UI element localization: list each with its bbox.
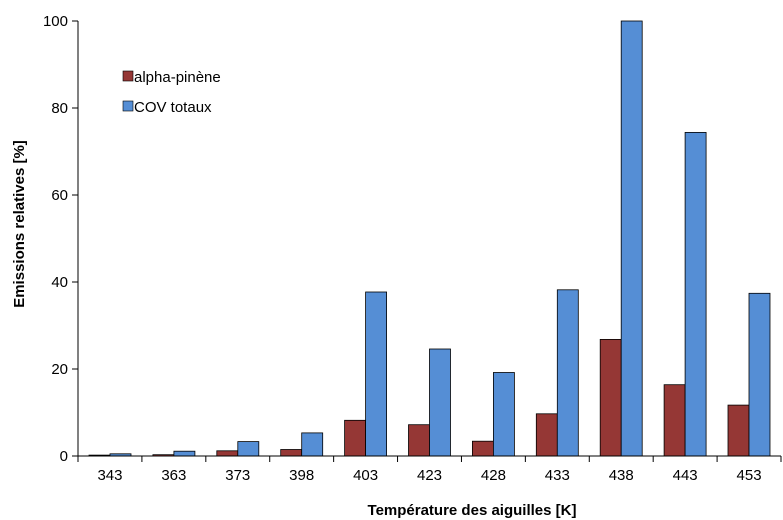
legend-swatch-alpha-pinene	[122, 70, 134, 82]
y-tick-label-60: 60	[51, 187, 68, 204]
bar-alpha-pin-ne-453	[727, 404, 750, 457]
y-tick-label-20: 20	[51, 361, 68, 378]
bar-alpha-pin-ne-398	[280, 449, 303, 457]
x-tick-label-423: 423	[417, 467, 442, 484]
bar-cov-totaux-423	[429, 348, 451, 457]
bar-alpha-pin-ne-433	[535, 413, 558, 457]
legend-label-cov-totaux: COV totaux	[134, 99, 212, 116]
y-tick-label-0: 0	[60, 448, 68, 465]
x-tick-label-433: 433	[545, 467, 570, 484]
axes-layer	[77, 21, 781, 457]
y-tick-label-100: 100	[43, 13, 68, 30]
bar-alpha-pin-ne-443	[663, 384, 686, 457]
x-tick-label-453: 453	[737, 467, 762, 484]
bar-cov-totaux-443	[684, 131, 707, 457]
ticks-layer: 0 20 40 60 80 100 343 363 373 398 403 423 428 433 438 4…	[43, 13, 782, 484]
bar-cov-totaux-373	[237, 441, 260, 457]
bar-cov-totaux-403	[365, 291, 388, 457]
bar-cov-totaux-398	[301, 432, 324, 457]
bars-layer	[88, 20, 771, 457]
bar-cov-totaux-363	[173, 450, 196, 457]
x-tick-label-398: 398	[289, 467, 314, 484]
bar-alpha-pin-ne-403	[344, 419, 367, 457]
bar-alpha-pin-ne-438	[599, 338, 622, 457]
bar-cov-totaux-433	[556, 289, 579, 457]
legend: alpha-pinène COV totaux	[122, 69, 221, 116]
x-tick-label-438: 438	[609, 467, 634, 484]
legend-label-alpha-pinene: alpha-pinène	[134, 69, 221, 86]
bar-cov-totaux-453	[748, 292, 771, 457]
x-tick-label-403: 403	[353, 467, 378, 484]
bar-alpha-pin-ne-373	[216, 450, 239, 457]
bar-cov-totaux-428	[492, 372, 515, 457]
x-tick-label-343: 343	[97, 467, 122, 484]
bar-cov-totaux-438	[620, 20, 643, 457]
x-axis-title: Température des aiguilles [K]	[368, 502, 577, 519]
x-tick-label-373: 373	[225, 467, 250, 484]
bar-alpha-pin-ne-428	[471, 440, 494, 457]
x-tick-label-363: 363	[161, 467, 186, 484]
y-axis-title: Emissions relatives [%]	[11, 140, 28, 308]
x-tick-label-428: 428	[481, 467, 506, 484]
y-tick-label-80: 80	[51, 100, 68, 117]
legend-swatch-cov-totaux	[122, 100, 134, 112]
y-tick-label-40: 40	[51, 274, 68, 291]
x-tick-label-443: 443	[673, 467, 698, 484]
bar-alpha-pin-ne-423	[408, 424, 430, 457]
